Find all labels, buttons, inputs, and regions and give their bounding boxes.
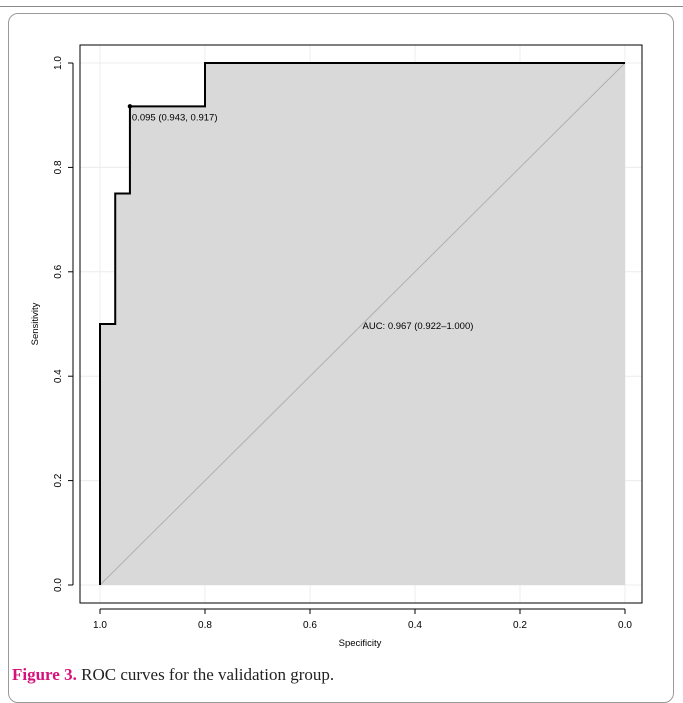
plot-border bbox=[79, 44, 643, 604]
x-tick-label: 0.6 bbox=[303, 620, 317, 631]
roc-curve bbox=[99, 62, 625, 585]
y-tick-label: 0.6 bbox=[53, 264, 64, 278]
y-axis: 0.0 0.2 0.4 0.6 0.8 1.0 bbox=[53, 56, 74, 592]
x-tick-label: 1.0 bbox=[93, 620, 107, 631]
x-tick-label: 0.0 bbox=[618, 620, 632, 631]
x-axis: 1.0 0.8 0.6 0.4 0.2 0.0 bbox=[93, 608, 632, 631]
figure-caption: Figure 3. ROC curves for the validation … bbox=[12, 665, 334, 685]
y-axis-title: Sensitivity bbox=[30, 302, 41, 345]
x-tick-label: 0.4 bbox=[408, 620, 422, 631]
caption-text: ROC curves for the validation group. bbox=[76, 665, 335, 684]
x-axis-title: Specificity bbox=[339, 638, 382, 649]
x-tick-label: 0.2 bbox=[513, 620, 527, 631]
reference-diagonal bbox=[99, 62, 626, 586]
x-tick-label: 0.8 bbox=[198, 620, 212, 631]
y-tick-label: 0.0 bbox=[53, 578, 64, 592]
top-rule bbox=[0, 6, 683, 7]
y-tick-label: 0.4 bbox=[53, 369, 64, 383]
threshold-point bbox=[127, 104, 133, 109]
auc-label: AUC: 0.967 (0.922–1.000) bbox=[363, 321, 474, 332]
y-tick-label: 1.0 bbox=[53, 56, 64, 70]
figure-label: Figure 3. bbox=[12, 665, 77, 684]
threshold-label: 0.095 (0.943, 0.917) bbox=[132, 112, 218, 123]
y-tick-label: 0.2 bbox=[53, 473, 64, 487]
roc-chart: 0.095 (0.943, 0.917) AUC: 0.967 (0.922–1… bbox=[30, 44, 643, 649]
y-tick-label: 0.8 bbox=[53, 160, 64, 174]
